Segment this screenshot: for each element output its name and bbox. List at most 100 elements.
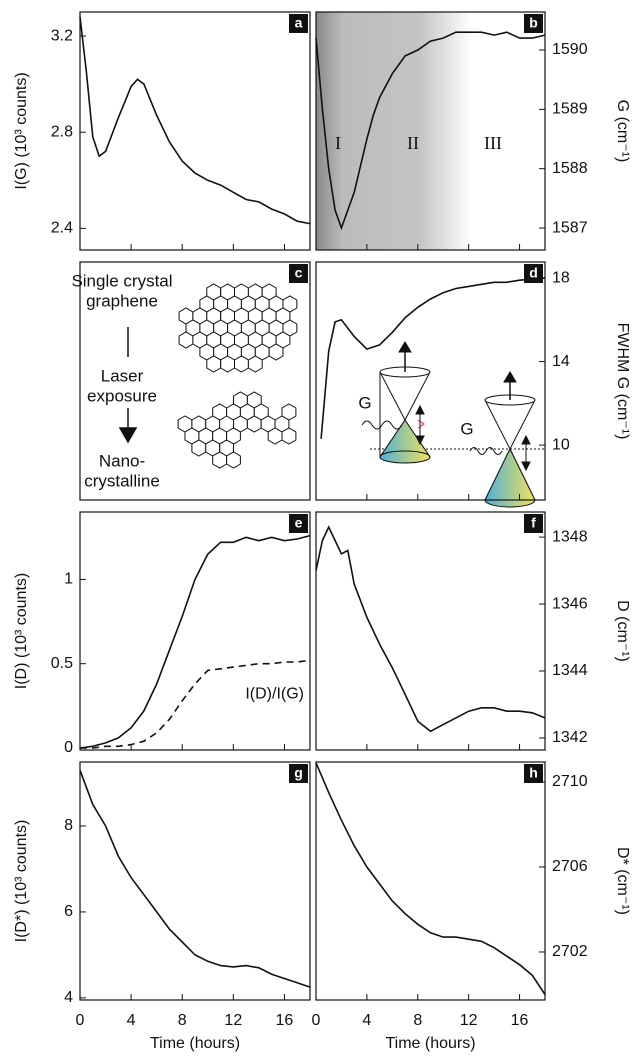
diagram-arrows — [118, 327, 138, 444]
y-tick-label: 2.4 — [51, 220, 73, 237]
y-tick-label: 18 — [552, 269, 570, 286]
y-axis-title: D (cm⁻¹) — [614, 600, 631, 662]
x-tick-label: 8 — [178, 1012, 187, 1029]
panel-letter-box — [524, 764, 543, 783]
region-label: I — [335, 133, 341, 153]
panel-letter-box — [289, 514, 308, 533]
y-tick-label: 1590 — [552, 41, 588, 58]
series-label: I(D)/I(G) — [245, 686, 304, 703]
y-tick-label: 1348 — [552, 528, 588, 545]
panel-letter: f — [531, 515, 536, 531]
cone-illustration — [361, 341, 545, 508]
y-tick-label: 1344 — [552, 662, 588, 679]
panel-letter-box — [524, 514, 543, 533]
x-tick-label: 4 — [127, 1012, 136, 1029]
region-label: III — [484, 133, 502, 153]
y-axis-title: I(G) (10³ counts) — [13, 72, 30, 189]
hexagon — [268, 343, 284, 361]
y-tick-label: 3.2 — [51, 27, 73, 44]
y-tick-label: 1342 — [552, 729, 588, 746]
hexagon — [247, 355, 263, 373]
x-tick-label: 8 — [413, 1012, 422, 1029]
x-tick-label: 16 — [511, 1012, 529, 1029]
hexagon — [212, 451, 228, 469]
y-tick-label: 1 — [64, 571, 73, 588]
y-tick-label: 1587 — [552, 219, 588, 236]
region-label: II — [407, 133, 419, 153]
y-tick-label: 8 — [64, 817, 73, 834]
y-tick-label: 2706 — [552, 858, 588, 875]
hexagon — [267, 427, 283, 445]
panel-frame — [315, 761, 546, 1001]
y-tick-label: 1588 — [552, 160, 588, 177]
panel-letter: h — [529, 765, 538, 781]
panel-letter-box — [289, 764, 308, 783]
line — [79, 16, 311, 225]
panel-frame — [79, 511, 311, 751]
y-axis-title: I(D) (10³ counts) — [13, 573, 30, 689]
diagram-text: crystalline — [84, 471, 160, 490]
y-tick-label: 2710 — [552, 773, 588, 790]
hexagon — [246, 415, 262, 433]
y-axis-title: G (cm⁻¹) — [614, 100, 631, 163]
y-axis-title: D* (cm⁻¹) — [614, 847, 631, 915]
x-axis-title: Time (hours) — [150, 1035, 240, 1052]
panel-frame — [315, 11, 546, 251]
annotation: G — [358, 393, 371, 412]
diagram-text: Laser — [101, 366, 144, 385]
panel-letter: b — [529, 15, 538, 31]
y-tick-label: 0.5 — [51, 655, 73, 672]
panel-letter-box — [289, 264, 308, 283]
y-tick-label: 0 — [64, 739, 73, 756]
panel-letter-box — [289, 14, 308, 33]
x-tick-label: 12 — [224, 1012, 242, 1029]
y-tick-label: 4 — [64, 989, 73, 1006]
y-tick-label: 2702 — [552, 943, 588, 960]
graphene-lattice — [177, 283, 298, 469]
annotation: G — [460, 419, 473, 438]
regime-shading — [316, 12, 545, 250]
panel-frame — [79, 761, 311, 1001]
panel-frame — [315, 511, 546, 751]
panel-frame — [315, 261, 546, 501]
panel-letter-box — [524, 14, 543, 33]
x-tick-label: 4 — [362, 1012, 371, 1029]
diagram-text: Nano- — [99, 451, 145, 470]
diagram-text: graphene — [86, 291, 158, 310]
hexagon — [206, 355, 222, 373]
hexagon — [191, 439, 207, 457]
hexagon — [281, 427, 297, 445]
line — [315, 31, 546, 231]
panel-letter: a — [295, 15, 303, 31]
y-tick-label: 6 — [64, 903, 73, 920]
hexagon — [178, 331, 194, 349]
dashed-line — [80, 659, 311, 749]
line — [79, 769, 311, 988]
y-tick-label: 1589 — [552, 101, 588, 118]
x-axis-title: Time (hours) — [385, 1035, 475, 1052]
y-axis-title: I(D*) (10³ counts) — [13, 820, 30, 943]
panel-frame — [79, 11, 311, 251]
hexagon — [234, 355, 249, 373]
hexagon — [220, 355, 235, 373]
y-tick-label: 2.8 — [51, 123, 73, 140]
y-axis-title: FWHM G (cm⁻¹) — [614, 323, 631, 440]
x-tick-label: 12 — [460, 1012, 478, 1029]
line — [315, 525, 546, 733]
y-tick-label: 14 — [552, 353, 570, 370]
diagram-text: Single crystal — [71, 271, 172, 290]
panel-letter: c — [295, 265, 303, 281]
panel-letter: e — [295, 515, 303, 531]
line — [320, 277, 546, 439]
panel-frame — [79, 261, 311, 501]
y-tick-label: 1346 — [552, 595, 588, 612]
line — [79, 534, 311, 749]
hexagon — [226, 451, 241, 469]
x-tick-label: 0 — [76, 1012, 85, 1029]
panel-letter: g — [294, 765, 303, 781]
x-tick-label: 16 — [276, 1012, 294, 1029]
panel-letter: d — [529, 265, 538, 281]
line — [315, 762, 546, 995]
x-tick-label: 0 — [312, 1012, 321, 1029]
